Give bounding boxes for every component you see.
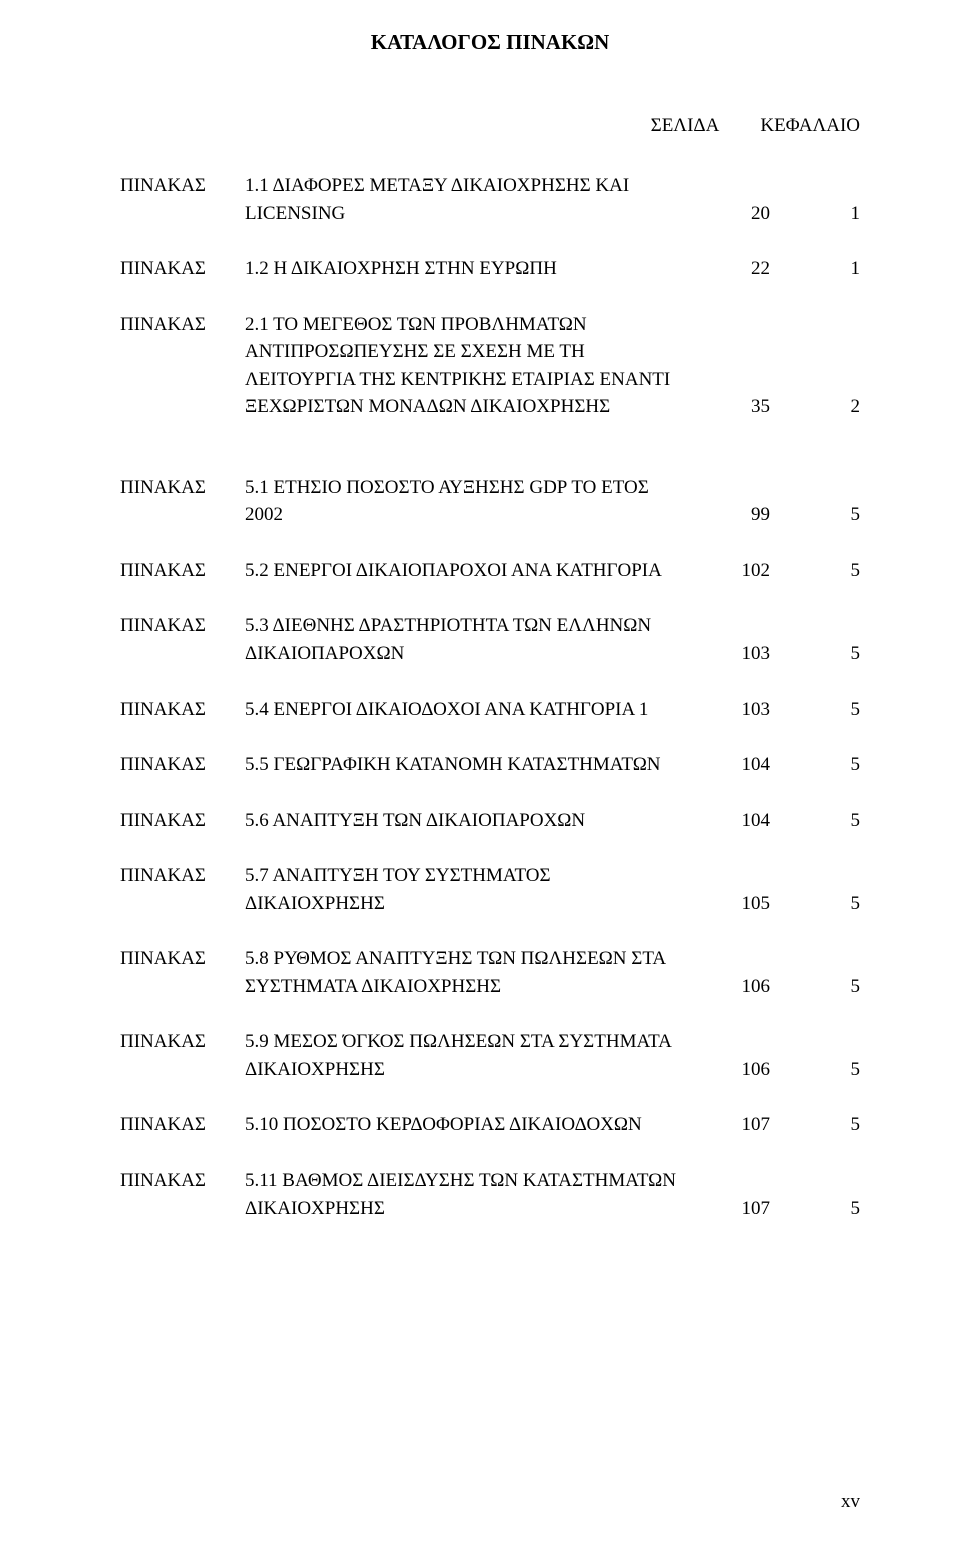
entry-label: ΠΙΝΑΚΑΣ (120, 172, 245, 200)
entry-chapter: 5 (770, 751, 860, 779)
table-row: ΠΙΝΑΚΑΣ5.11 ΒΑΘΜΟΣ ΔΙΕΙΣΔΥΣΗΣ ΤΩΝ ΚΑΤΑΣΤ… (120, 1167, 860, 1222)
entry-description: 5.8 ΡΥΘΜΟΣ ΑΝΑΠΤΥΞΗΣ ΤΩΝ ΠΩΛΗΣΕΩΝ ΣΤΑ ΣΥ… (245, 945, 690, 1000)
table-row: ΠΙΝΑΚΑΣ5.5 ΓΕΩΓΡΑΦΙΚΗ ΚΑΤΑΝΟΜΗ ΚΑΤΑΣΤΗΜΑ… (120, 751, 860, 779)
table-row: ΠΙΝΑΚΑΣ1.2 Η ΔΙΚΑΙΟΧΡΗΣΗ ΣΤΗΝ ΕΥΡΩΠΗ221 (120, 255, 860, 283)
entry-label: ΠΙΝΑΚΑΣ (120, 612, 245, 640)
entry-description: 5.6 ΑΝΑΠΤΥΞΗ ΤΩΝ ΔΙΚΑΙΟΠΑΡΟΧΩΝ (245, 807, 690, 835)
entry-page: 104 (690, 751, 770, 779)
entry-description: 5.2 ΕΝΕΡΓΟΙ ΔΙΚΑΙΟΠΑΡΟΧΟΙ ΑΝΑ ΚΑΤΗΓΟΡΙΑ (245, 557, 690, 585)
page-number: xv (841, 1491, 860, 1513)
entry-label: ΠΙΝΑΚΑΣ (120, 751, 245, 779)
entry-description: 5.9 ΜΕΣΟΣ ΌΓΚΟΣ ΠΩΛΗΣΕΩΝ ΣΤΑ ΣΥΣΤΗΜΑΤΑ Δ… (245, 1028, 690, 1083)
column-header-chapter: ΚΕΦΑΛΑΙΟ (740, 115, 860, 137)
entry-description: 1.2 Η ΔΙΚΑΙΟΧΡΗΣΗ ΣΤΗΝ ΕΥΡΩΠΗ (245, 255, 690, 283)
entry-description: 5.1 ΕΤΗΣΙΟ ΠΟΣΟΣΤΟ ΑΥΞΗΣΗΣ GDP ΤΟ ΕΤΟΣ 2… (245, 474, 690, 529)
entry-page: 20 (690, 200, 770, 228)
page-title: ΚΑΤΑΛΟΓΟΣ ΠΙΝΑΚΩΝ (120, 30, 860, 55)
entry-page: 107 (690, 1111, 770, 1139)
entry-chapter: 5 (770, 696, 860, 724)
entry-label: ΠΙΝΑΚΑΣ (120, 1028, 245, 1056)
entry-page: 102 (690, 557, 770, 585)
column-headers-row: ΣΕΛΙΔΑ ΚΕΦΑΛΑΙΟ (120, 115, 860, 137)
document-page: ΚΑΤΑΛΟΓΟΣ ΠΙΝΑΚΩΝ ΣΕΛΙΔΑ ΚΕΦΑΛΑΙΟ ΠΙΝΑΚΑ… (0, 0, 960, 1543)
table-row: ΠΙΝΑΚΑΣ5.4 ΕΝΕΡΓΟΙ ΔΙΚΑΙΟΔΟΧΟΙ ΑΝΑ ΚΑΤΗΓ… (120, 696, 860, 724)
entry-chapter: 5 (770, 973, 860, 1001)
entry-page: 107 (690, 1195, 770, 1223)
entry-label: ΠΙΝΑΚΑΣ (120, 311, 245, 339)
entry-label: ΠΙΝΑΚΑΣ (120, 945, 245, 973)
table-row: ΠΙΝΑΚΑΣ5.6 ΑΝΑΠΤΥΞΗ ΤΩΝ ΔΙΚΑΙΟΠΑΡΟΧΩΝ104… (120, 807, 860, 835)
table-row: ΠΙΝΑΚΑΣ1.1 ΔΙΑΦΟΡΕΣ ΜΕΤΑΞΥ ΔΙΚΑΙΟΧΡΗΣΗΣ … (120, 172, 860, 227)
entry-label: ΠΙΝΑΚΑΣ (120, 557, 245, 585)
table-row: ΠΙΝΑΚΑΣ5.9 ΜΕΣΟΣ ΌΓΚΟΣ ΠΩΛΗΣΕΩΝ ΣΤΑ ΣΥΣΤ… (120, 1028, 860, 1083)
entry-page: 106 (690, 1056, 770, 1084)
entry-chapter: 5 (770, 640, 860, 668)
entry-label: ΠΙΝΑΚΑΣ (120, 255, 245, 283)
entry-description: 5.4 ΕΝΕΡΓΟΙ ΔΙΚΑΙΟΔΟΧΟΙ ΑΝΑ ΚΑΤΗΓΟΡΙΑ 1 (245, 696, 690, 724)
entry-description: 5.5 ΓΕΩΓΡΑΦΙΚΗ ΚΑΤΑΝΟΜΗ ΚΑΤΑΣΤΗΜΑΤΩΝ (245, 751, 690, 779)
table-row: ΠΙΝΑΚΑΣ2.1 ΤΟ ΜΕΓΕΘΟΣ ΤΩΝ ΠΡΟΒΛΗΜΑΤΩΝ ΑΝ… (120, 311, 860, 421)
section-gap (120, 449, 860, 474)
entry-chapter: 5 (770, 1111, 860, 1139)
table-row: ΠΙΝΑΚΑΣ5.7 ΑΝΑΠΤΥΞΗ ΤΟΥ ΣΥΣΤΗΜΑΤΟΣ ΔΙΚΑΙ… (120, 862, 860, 917)
entry-page: 104 (690, 807, 770, 835)
entry-chapter: 5 (770, 1056, 860, 1084)
entry-description: 5.3 ΔΙΕΘΝΗΣ ΔΡΑΣΤΗΡΙΟΤΗΤΑ ΤΩΝ ΕΛΛΗΝΩΝ ΔΙ… (245, 612, 690, 667)
entry-description: 2.1 ΤΟ ΜΕΓΕΘΟΣ ΤΩΝ ΠΡΟΒΛΗΜΑΤΩΝ ΑΝΤΙΠΡΟΣΩ… (245, 311, 690, 421)
entry-page: 99 (690, 501, 770, 529)
entry-label: ΠΙΝΑΚΑΣ (120, 1167, 245, 1195)
table-row: ΠΙΝΑΚΑΣ5.1 ΕΤΗΣΙΟ ΠΟΣΟΣΤΟ ΑΥΞΗΣΗΣ GDP ΤΟ… (120, 474, 860, 529)
entry-label: ΠΙΝΑΚΑΣ (120, 1111, 245, 1139)
entry-chapter: 5 (770, 1195, 860, 1223)
entry-page: 106 (690, 973, 770, 1001)
entry-page: 35 (690, 393, 770, 421)
table-row: ΠΙΝΑΚΑΣ5.2 ΕΝΕΡΓΟΙ ΔΙΚΑΙΟΠΑΡΟΧΟΙ ΑΝΑ ΚΑΤ… (120, 557, 860, 585)
entry-description: 5.10 ΠΟΣΟΣΤΟ ΚΕΡΔΟΦΟΡΙΑΣ ΔΙΚΑΙΟΔΟΧΩΝ (245, 1111, 690, 1139)
table-row: ΠΙΝΑΚΑΣ5.3 ΔΙΕΘΝΗΣ ΔΡΑΣΤΗΡΙΟΤΗΤΑ ΤΩΝ ΕΛΛ… (120, 612, 860, 667)
entry-page: 22 (690, 255, 770, 283)
entry-label: ΠΙΝΑΚΑΣ (120, 862, 245, 890)
entry-description: 5.7 ΑΝΑΠΤΥΞΗ ΤΟΥ ΣΥΣΤΗΜΑΤΟΣ ΔΙΚΑΙΟΧΡΗΣΗΣ (245, 862, 690, 917)
table-row: ΠΙΝΑΚΑΣ5.8 ΡΥΘΜΟΣ ΑΝΑΠΤΥΞΗΣ ΤΩΝ ΠΩΛΗΣΕΩΝ… (120, 945, 860, 1000)
entry-chapter: 1 (770, 200, 860, 228)
entry-chapter: 5 (770, 557, 860, 585)
entry-chapter: 2 (770, 393, 860, 421)
table-of-pinakes: ΠΙΝΑΚΑΣ1.1 ΔΙΑΦΟΡΕΣ ΜΕΤΑΞΥ ΔΙΚΑΙΟΧΡΗΣΗΣ … (120, 172, 860, 1222)
column-header-page: ΣΕΛΙΔΑ (630, 115, 740, 137)
table-row: ΠΙΝΑΚΑΣ5.10 ΠΟΣΟΣΤΟ ΚΕΡΔΟΦΟΡΙΑΣ ΔΙΚΑΙΟΔΟ… (120, 1111, 860, 1139)
entry-label: ΠΙΝΑΚΑΣ (120, 696, 245, 724)
entry-label: ΠΙΝΑΚΑΣ (120, 807, 245, 835)
entry-page: 103 (690, 696, 770, 724)
entry-description: 1.1 ΔΙΑΦΟΡΕΣ ΜΕΤΑΞΥ ΔΙΚΑΙΟΧΡΗΣΗΣ ΚΑΙ LIC… (245, 172, 690, 227)
entry-chapter: 5 (770, 807, 860, 835)
entry-page: 103 (690, 640, 770, 668)
entry-chapter: 5 (770, 501, 860, 529)
entry-chapter: 5 (770, 890, 860, 918)
entry-description: 5.11 ΒΑΘΜΟΣ ΔΙΕΙΣΔΥΣΗΣ ΤΩΝ ΚΑΤΑΣΤΗΜΑΤΩΝ … (245, 1167, 690, 1222)
entry-label: ΠΙΝΑΚΑΣ (120, 474, 245, 502)
entry-chapter: 1 (770, 255, 860, 283)
entry-page: 105 (690, 890, 770, 918)
